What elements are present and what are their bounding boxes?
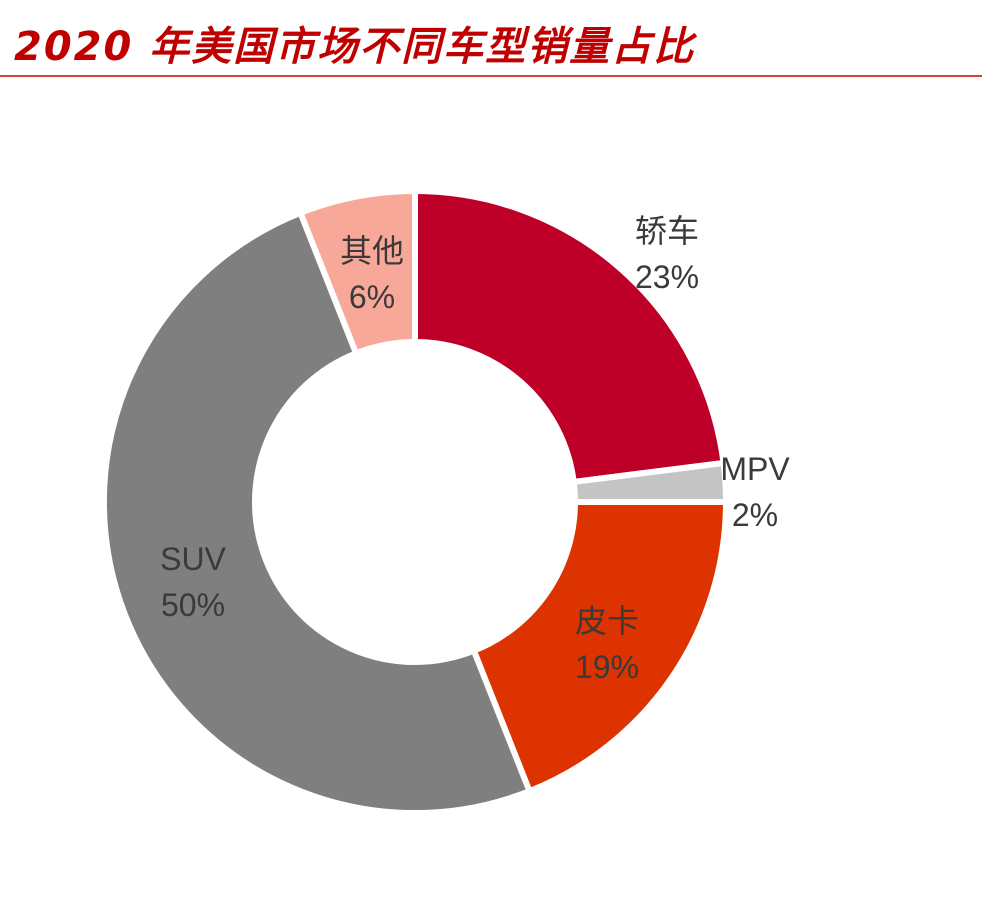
- label-pickup: 皮卡 19%: [575, 598, 639, 690]
- label-mpv: MPV 2%: [720, 446, 789, 538]
- label-pickup-value: 19%: [574, 649, 640, 685]
- title-rule: [0, 75, 982, 77]
- slice-sedan: [412, 187, 727, 486]
- slice-pickup: [470, 499, 730, 796]
- label-sedan-value: 23%: [634, 259, 700, 295]
- chart-title: 2020 年美国市场不同车型销量占比: [14, 24, 696, 70]
- label-other-value: 6%: [348, 279, 396, 315]
- label-suv-name: SUV: [160, 541, 226, 577]
- label-other: 其他 6%: [340, 228, 404, 320]
- slice-other: [296, 187, 418, 358]
- label-sedan: 轿车 23%: [635, 208, 699, 300]
- label-suv: SUV 50%: [160, 536, 226, 628]
- label-mpv-value: 2%: [731, 497, 779, 533]
- slice-suv: [100, 208, 534, 817]
- label-suv-value: 50%: [160, 587, 226, 623]
- label-other-name: 其他: [339, 233, 405, 269]
- label-pickup-name: 皮卡: [574, 603, 640, 639]
- label-sedan-name: 轿车: [634, 213, 700, 249]
- label-mpv-name: MPV: [720, 451, 790, 487]
